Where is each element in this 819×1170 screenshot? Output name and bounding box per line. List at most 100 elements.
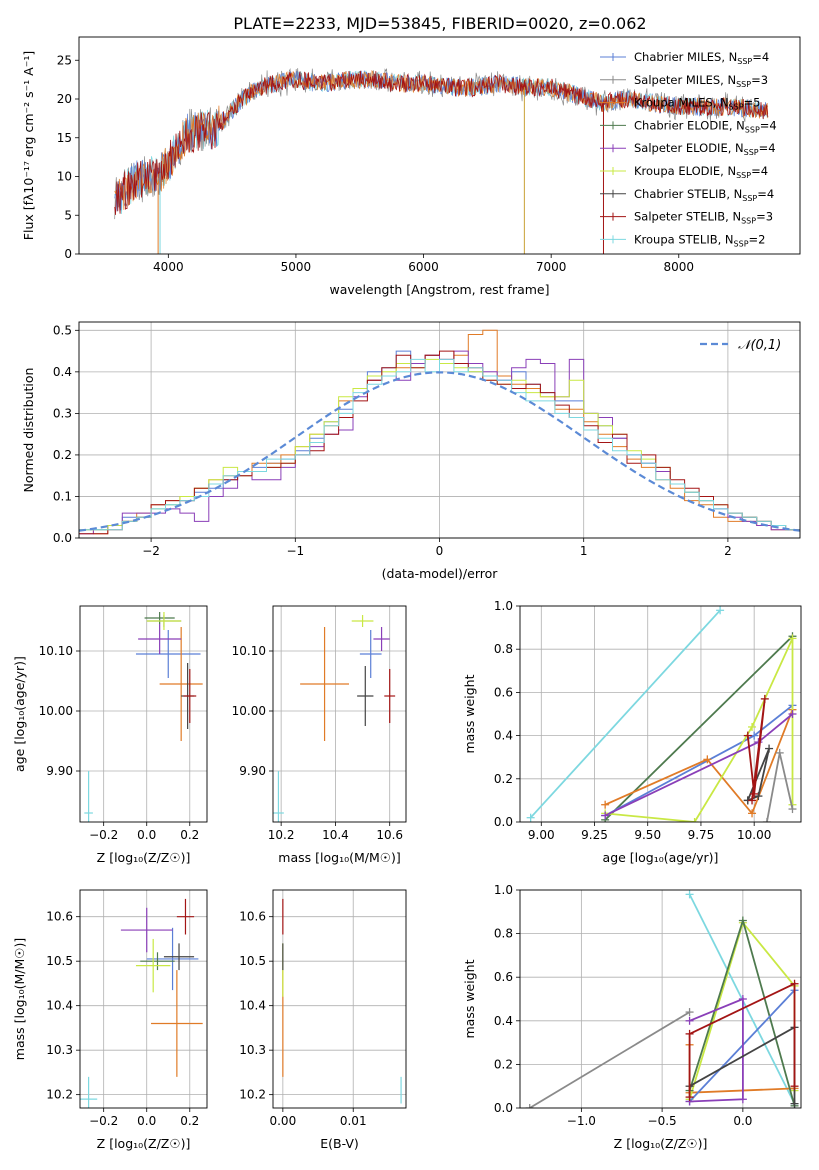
x-axis-label: (data-model)/error (382, 566, 499, 581)
legend-label: Kroupa MILES, NSSP=5 (634, 96, 760, 112)
weight-marker (788, 710, 797, 718)
x-tick-label: 10.2 (268, 828, 295, 842)
weight-marker (690, 818, 699, 822)
x-tick-label: 9.75 (688, 828, 715, 842)
y-tick-label: 10.10 (232, 644, 266, 658)
plot-area (84, 612, 203, 822)
legend-label: Salpeter ELODIE, NSSP=4 (634, 141, 776, 157)
x-tick-label: 6000 (408, 260, 439, 274)
x-axis-label: Z [log₁₀(Z/Z☉)] (97, 1136, 191, 1151)
axes-frame (79, 605, 208, 823)
weight-marker (685, 1008, 694, 1017)
errorbar-point (300, 627, 349, 741)
legend-label: Chabrier STELIB, NSSP=4 (634, 187, 774, 203)
errorbar-point (273, 771, 284, 822)
y-tick-label: 10.3 (239, 1043, 266, 1057)
weight-marker (703, 755, 712, 764)
plots-layer: 4000 5000 6000 7000 80000510152025wavelength… (12, 36, 802, 1151)
legend-label: Kroupa STELIB, NSSP=2 (634, 232, 765, 248)
x-tick-label: 0 (436, 544, 444, 558)
legend: Chabrier MILES, NSSP=4 Salpeter MILES, NS… (600, 50, 777, 248)
errorbar-point (183, 669, 197, 723)
weight-series-line (529, 609, 721, 819)
axes-frame (78, 36, 801, 255)
panel-weight-vs-Z: −1.0 −0.5 0.0 0.0 0.2 0.4 0.6 0.8 1.0 Z [log₁₀(Z/… (462, 883, 802, 1151)
x-tick-label: 0.0 (733, 1114, 752, 1128)
x-tick-label: 10.6 (376, 828, 403, 842)
x-tick-label: 4000 (153, 260, 184, 274)
y-tick-label: 10.6 (239, 910, 266, 924)
plot-area (80, 898, 203, 1108)
axes-frame (272, 889, 407, 1109)
errorbar-point (120, 907, 173, 953)
x-tick-label: 1 (580, 544, 588, 558)
legend-label: Salpeter MILES, NSSP=3 (634, 73, 768, 89)
errorbar-point (80, 1076, 98, 1108)
errorbar-point (351, 615, 374, 627)
errorbar-point (135, 938, 171, 993)
y-axis-label: mass weight (462, 959, 477, 1038)
errorbar-point (144, 612, 175, 624)
errorbar-point (84, 771, 93, 822)
y-tick-label: 10 (57, 170, 72, 184)
x-axis-label: wavelength [Angstrom, rest frame] (329, 282, 549, 297)
weight-marker (760, 694, 769, 703)
weight-marker (754, 792, 763, 801)
y-tick-label: 9.90 (239, 764, 266, 778)
axes-frame (519, 889, 802, 1109)
figure-title: PLATE=2233, MJD=53845, FIBERID=0020, z=0… (233, 14, 646, 33)
errorbar-point (135, 630, 201, 678)
weight-marker (526, 813, 535, 822)
panel-age-vs-mass: 10.2 10.4 10.6 9.90 10.00 10.10 mass [log₁₀(M/… (232, 605, 407, 865)
weight-marker (748, 796, 757, 805)
y-tick-label: 0.6 (494, 970, 513, 984)
weight-marker (738, 916, 747, 925)
x-tick-label: 7000 (536, 260, 567, 274)
weight-series-line (689, 997, 744, 1103)
x-tick-label: −1 (286, 544, 304, 558)
y-tick-label: 10.4 (46, 999, 73, 1013)
x-axis-label: age [log₁₀(age/yr)] (603, 850, 719, 865)
y-tick-label: 0.2 (494, 1057, 513, 1071)
errorbar-point (357, 666, 374, 726)
weight-marker (601, 800, 610, 809)
normal-reference-curve (79, 371, 800, 532)
y-tick-label: 0.5 (53, 323, 72, 337)
axes-frame (78, 321, 801, 539)
y-tick-label: 0 (64, 247, 72, 261)
y-tick-label: 0.8 (494, 642, 513, 656)
x-tick-label: 9.00 (528, 828, 555, 842)
y-tick-label: 0.1 (53, 489, 72, 503)
plot-area (79, 329, 800, 538)
weight-marker (601, 811, 610, 820)
errorbar-point (151, 970, 203, 1077)
y-axis-label: Normed distribution (21, 368, 36, 493)
plot-area (526, 606, 797, 822)
y-tick-label: 1.0 (494, 883, 513, 897)
errorbar-point (384, 669, 396, 723)
y-tick-label: 10.00 (39, 704, 73, 718)
x-tick-label: −0.2 (89, 1114, 118, 1128)
y-tick-label: 0.0 (53, 531, 72, 545)
y-tick-label: 0.2 (494, 772, 513, 786)
y-tick-label: 5 (64, 208, 72, 222)
weight-marker (685, 1029, 694, 1038)
panel-mass-vs-ebv: 0.00 0.01 10.2 10.3 10.4 10.5 10.6 E(B-V) (239, 889, 407, 1151)
x-tick-label: 10.00 (737, 828, 771, 842)
x-axis-label: Z [log₁₀(Z/Z☉)] (614, 1136, 708, 1151)
weight-marker (790, 979, 799, 988)
y-tick-label: 0.0 (494, 1101, 513, 1115)
legend-label: 𝒩(0,1) (738, 338, 781, 353)
spectrum-line (114, 70, 769, 215)
axes-frame (519, 605, 802, 823)
axes-frame (272, 605, 407, 823)
x-tick-label: 0.0 (137, 828, 156, 842)
legend-label: Kroupa ELODIE, NSSP=4 (634, 164, 768, 180)
y-tick-label: 10.2 (239, 1088, 266, 1102)
plot-area (273, 615, 396, 822)
x-tick-label: −0.2 (89, 828, 118, 842)
y-tick-label: 0.4 (494, 1014, 513, 1028)
weight-marker (738, 1095, 747, 1104)
weight-marker (685, 1093, 694, 1102)
